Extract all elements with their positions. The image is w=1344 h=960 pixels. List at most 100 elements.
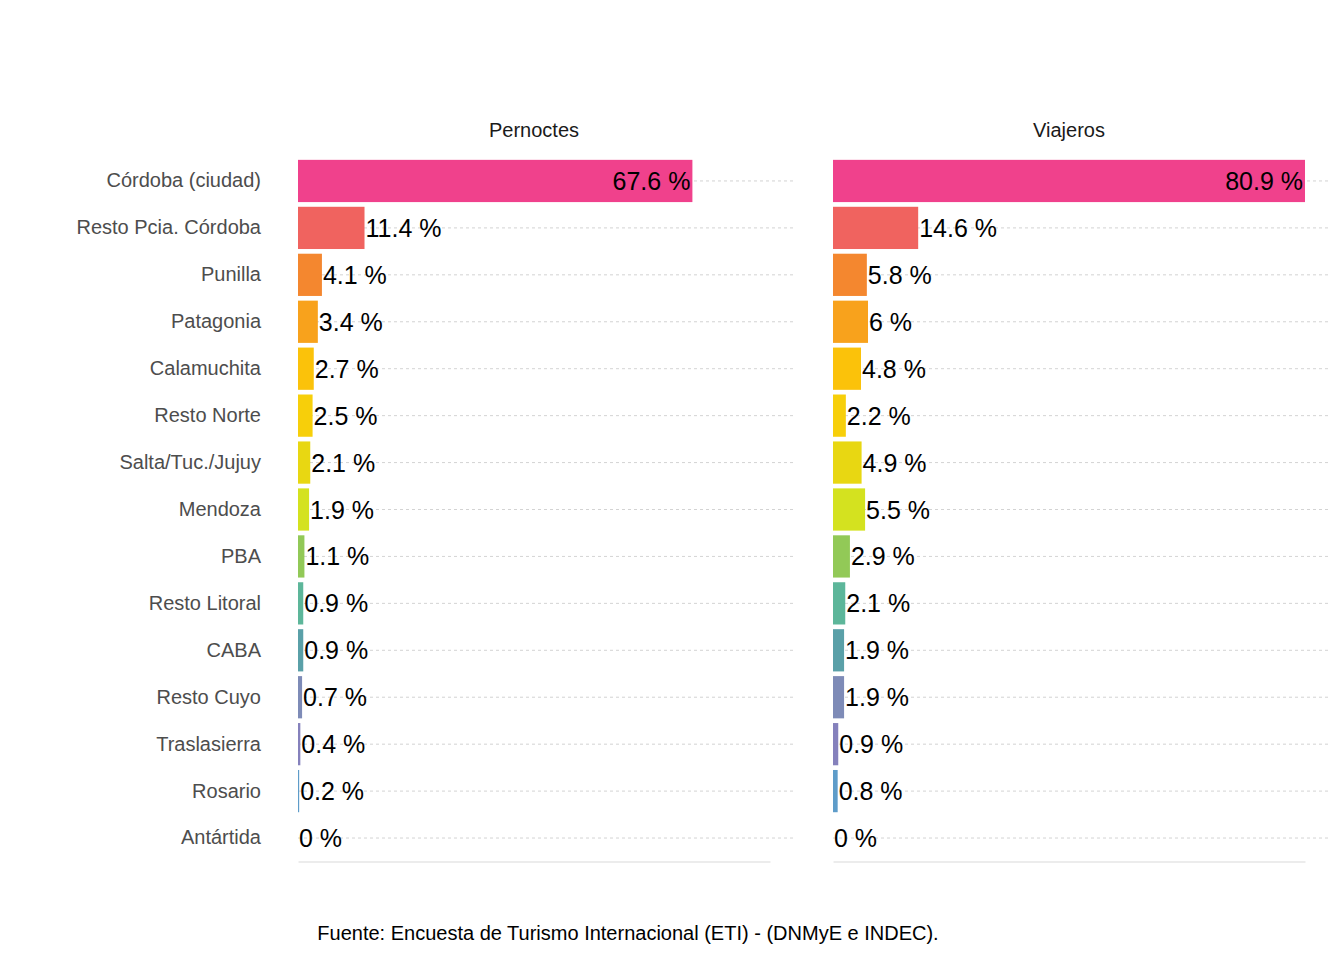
data-label: 11.4 % xyxy=(366,214,442,242)
data-label: 2.7 % xyxy=(315,355,379,383)
data-label: 0 % xyxy=(299,824,342,852)
bar xyxy=(298,676,302,718)
y-tick: CABA xyxy=(207,639,298,661)
y-tick-label: Resto Litoral xyxy=(149,592,261,614)
y-tick: Patagonia xyxy=(171,310,298,332)
facet: Pernoctes 67.6 % 11.4 % 4.1 % 3.4 % 2.7 % 2.5 … xyxy=(76,119,795,862)
y-tick: PBA xyxy=(221,545,298,567)
data-label: 4.8 % xyxy=(862,355,926,383)
data-label: 1.9 % xyxy=(310,496,374,524)
bar xyxy=(298,207,365,249)
data-label: 2.9 % xyxy=(851,542,915,570)
y-tick: Resto Pcia. Córdoba xyxy=(76,216,298,238)
y-tick-label: PBA xyxy=(221,545,262,567)
y-tick: Traslasierra xyxy=(156,733,298,755)
data-label: 4.1 % xyxy=(323,261,387,289)
bar xyxy=(833,488,865,530)
y-tick: Resto Cuyo xyxy=(157,686,299,708)
grid-line xyxy=(298,556,795,557)
data-label: 0.2 % xyxy=(300,777,364,805)
data-label: 6 % xyxy=(869,308,912,336)
bars xyxy=(298,160,692,812)
bar xyxy=(833,582,845,624)
data-label: 80.9 % xyxy=(1225,167,1303,195)
facet: Viajeros80.9 %14.6 %5.8 %6 %4.8 %2.2 %4.… xyxy=(833,119,1330,862)
y-tick-label: CABA xyxy=(207,639,262,661)
y-tick-label: Resto Norte xyxy=(154,404,261,426)
y-tick: Rosario xyxy=(192,780,298,802)
y-tick-label: Resto Cuyo xyxy=(157,686,262,708)
grid-line xyxy=(298,697,795,698)
data-label: 3.4 % xyxy=(319,308,383,336)
y-tick: Resto Norte xyxy=(154,404,298,426)
chart: Pernoctes 67.6 % 11.4 % 4.1 % 3.4 % 2.7 % 2.5 … xyxy=(0,0,1344,960)
bar xyxy=(833,676,844,718)
bar xyxy=(833,160,1305,202)
bar xyxy=(833,348,861,390)
y-tick: Resto Litoral xyxy=(149,592,298,614)
y-axis: Córdoba (ciudad) Resto Pcia. Córdoba Punil… xyxy=(76,158,298,862)
data-label: 0 % xyxy=(834,824,877,852)
bar xyxy=(298,254,322,296)
y-tick: Mendoza xyxy=(179,498,298,520)
grid xyxy=(833,181,1330,838)
bar xyxy=(298,488,309,530)
data-label: 5.8 % xyxy=(868,261,932,289)
y-axis-line xyxy=(298,158,299,862)
bar xyxy=(298,348,314,390)
data-label: 0.4 % xyxy=(301,730,365,758)
y-tick-label: Antártida xyxy=(181,826,262,848)
x-axis-line xyxy=(834,862,1306,863)
caption: Fuente: Encuesta de Turismo Internaciona… xyxy=(317,922,938,944)
grid-line xyxy=(833,744,1330,745)
bar xyxy=(833,254,867,296)
data-labels: 80.9 %14.6 %5.8 %6 %4.8 %2.2 %4.9 %5.5 %… xyxy=(834,167,1303,852)
bar xyxy=(298,160,692,202)
data-label: 0.9 % xyxy=(304,636,368,664)
data-label: 1.9 % xyxy=(845,636,909,664)
y-tick-label: Resto Pcia. Córdoba xyxy=(76,216,261,238)
bar xyxy=(298,535,304,577)
data-label: 67.6 % xyxy=(613,167,691,195)
bar xyxy=(833,207,918,249)
data-labels: 67.6 % 11.4 % 4.1 % 3.4 % 2.7 % 2.5 % 2.1 % 1.9… xyxy=(299,167,690,852)
data-label: 4.9 % xyxy=(863,449,927,477)
data-label: 1.9 % xyxy=(845,683,909,711)
grid-line xyxy=(298,791,795,792)
bar xyxy=(298,770,299,812)
data-label: 0.7 % xyxy=(303,683,367,711)
grid-line xyxy=(298,650,795,651)
grid-line xyxy=(298,744,795,745)
y-tick-label: Calamuchita xyxy=(150,357,262,379)
x-axis xyxy=(299,862,771,863)
facet-title: Pernoctes xyxy=(489,119,579,141)
y-tick-label: Traslasierra xyxy=(156,733,262,755)
bar xyxy=(298,629,303,671)
y-tick-label: Córdoba (ciudad) xyxy=(106,169,261,191)
bar xyxy=(833,723,838,765)
data-label: 1.1 % xyxy=(305,542,369,570)
y-tick: Punilla xyxy=(201,263,298,285)
grid-line xyxy=(833,838,1330,839)
bar xyxy=(298,395,313,437)
bar xyxy=(833,441,862,483)
y-tick-label: Punilla xyxy=(201,263,262,285)
data-label: 0.9 % xyxy=(304,589,368,617)
facet-title: Viajeros xyxy=(1033,119,1105,141)
y-tick-label: Salta/Tuc./Jujuy xyxy=(119,451,261,473)
bar xyxy=(833,629,844,671)
grid-line xyxy=(298,603,795,604)
y-tick: Antártida xyxy=(181,826,298,848)
y-tick: Salta/Tuc./Jujuy xyxy=(119,451,298,473)
x-axis xyxy=(834,862,1306,863)
y-tick-label: Rosario xyxy=(192,780,261,802)
bar xyxy=(833,301,868,343)
data-label: 2.5 % xyxy=(314,402,378,430)
data-label: 2.1 % xyxy=(846,589,910,617)
bar xyxy=(833,395,846,437)
x-axis-line xyxy=(299,862,771,863)
bar xyxy=(298,582,303,624)
grid xyxy=(298,181,795,838)
bars xyxy=(833,160,1305,812)
data-label: 2.1 % xyxy=(311,449,375,477)
